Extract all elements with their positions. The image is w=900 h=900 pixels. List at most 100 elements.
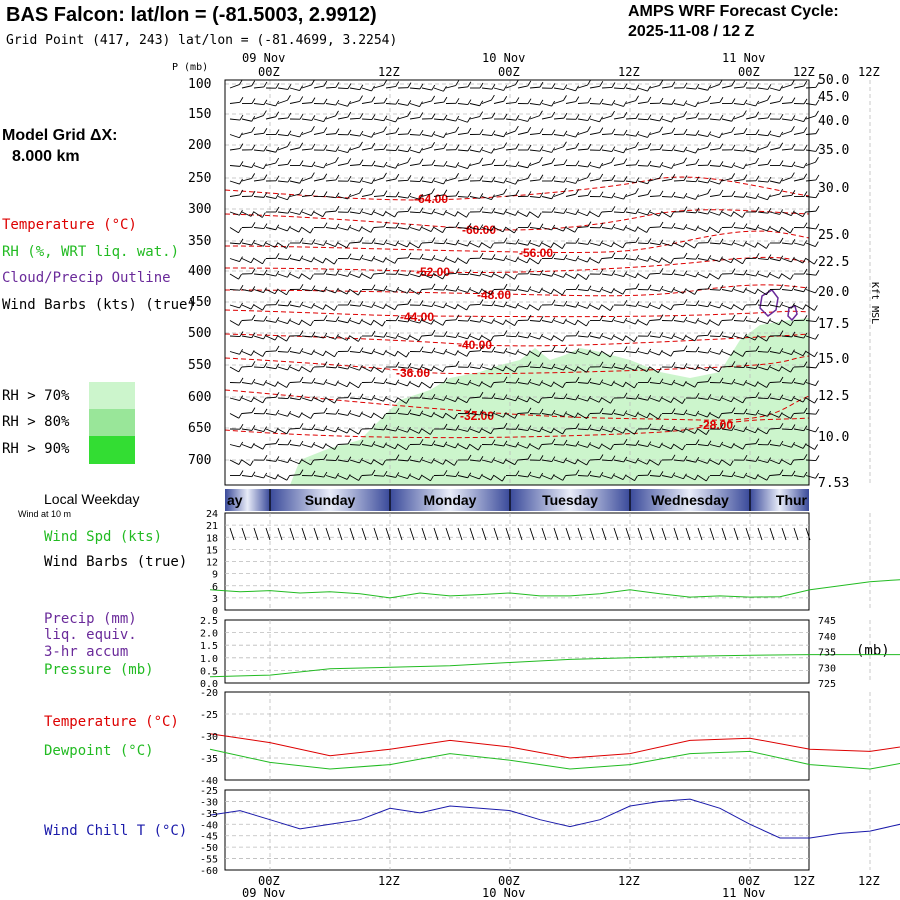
wind-barb-flag (694, 474, 699, 481)
surface-wind-barb (565, 527, 571, 541)
wind-barb-flag (634, 272, 639, 278)
wind-barb-flag (419, 439, 424, 445)
wind-barb-flag (479, 100, 484, 106)
wind-barb-flag (275, 345, 280, 352)
wind-barb-flag (683, 206, 688, 212)
wind-barb-flag (815, 316, 820, 322)
wind-barb-flag (443, 348, 448, 355)
wind-barb (289, 273, 300, 279)
wind-barb (349, 100, 360, 104)
wind-barb-flag (539, 408, 544, 415)
wind-barb-flag (731, 314, 736, 321)
wind-barb (505, 242, 516, 245)
wind-barb (697, 397, 708, 400)
wind-barb (505, 258, 516, 263)
wind-barb-flag (659, 144, 664, 150)
wind-barb (361, 273, 372, 280)
wind-barb-flag (611, 157, 615, 163)
surface-wind-barb (721, 527, 727, 541)
wind-barb-flag (275, 175, 280, 182)
wind-barb-flag (251, 314, 256, 321)
wind-barb (433, 134, 444, 139)
wind-barb-flag (551, 129, 556, 135)
wind-barb (709, 258, 720, 263)
wind-barb (553, 164, 564, 166)
wind-barb-flag (563, 112, 568, 119)
wind-barb (721, 444, 732, 449)
wind-barb-flag (623, 83, 628, 89)
wind-barb (241, 289, 252, 292)
wind-barb-flag (515, 79, 519, 85)
wind-barb (361, 193, 372, 197)
wind-barb-flag (539, 241, 543, 247)
wind-barb-flag (695, 271, 699, 278)
wind-barb-flag (419, 225, 423, 231)
wind-barb-flag (647, 96, 652, 103)
wind-barb (385, 149, 397, 151)
wind-barb (601, 257, 613, 259)
wind-barb (733, 382, 744, 386)
wind-barb-flag (575, 348, 580, 354)
wind-barb-flag (527, 116, 532, 122)
wind-barb (301, 194, 312, 197)
surface-wind-barb (733, 527, 739, 541)
wind-barb (601, 179, 613, 182)
wind-barb-flag (743, 362, 748, 368)
wind-barb (745, 350, 757, 352)
wind-barb (745, 116, 756, 120)
wind-barb-flag (731, 116, 736, 122)
wind-barb (745, 289, 756, 295)
wind-barb (373, 165, 384, 168)
surface-wind-barb (661, 527, 667, 541)
pressure-tick-label: 500 (188, 326, 211, 341)
wind-barb-flag (587, 221, 592, 227)
wind-barb (565, 459, 576, 465)
wind-barb (349, 117, 361, 120)
wind-barb-flag (419, 300, 424, 306)
cycle-value: 2025-11-08 / 12 Z (628, 23, 755, 40)
wind-barb-flag (599, 379, 604, 385)
wind-barb (505, 148, 516, 151)
wind-barb-flag (323, 471, 328, 478)
wind-barb-flag (718, 227, 722, 234)
wind-barb-flag (575, 160, 580, 166)
wind-barb (469, 273, 480, 277)
wind-barb-flag (742, 443, 747, 450)
wind-barb (733, 444, 744, 450)
wind-barb (349, 428, 359, 435)
wind-barb (493, 227, 504, 233)
wind-barb-flag (322, 350, 327, 356)
wind-barb (637, 194, 648, 197)
wind-barb (793, 412, 805, 414)
wind-barb-flag (623, 346, 628, 352)
wind-barb-flag (370, 227, 375, 233)
wind-barb-flag (526, 350, 531, 356)
wind-barb-flag (671, 361, 676, 368)
wind-barb-flag (359, 130, 364, 137)
wind-barb (253, 382, 264, 386)
wind-barb (445, 289, 456, 292)
wind-barb-flag (766, 382, 771, 388)
wind-barb-flag (263, 362, 268, 368)
wind-barb-flag (575, 469, 580, 476)
wind-barb-flag (503, 394, 508, 400)
wind-barb (661, 351, 672, 357)
wind-barb (313, 165, 324, 169)
wind-barb (349, 413, 360, 418)
surface-wind-barb (673, 527, 679, 541)
wind-barb (229, 397, 240, 402)
wind-barb (757, 459, 768, 464)
wind-barb-flag (359, 159, 364, 165)
wind-barb-flag (695, 364, 700, 370)
wind-barb (277, 87, 288, 90)
wind-barb-flag (754, 288, 759, 294)
wind-barb (445, 258, 456, 263)
wind-barb-flag (778, 273, 783, 279)
wind-barb (613, 149, 624, 154)
wind-barb (733, 273, 745, 276)
kft-tick-label: 10.0 (818, 430, 849, 445)
wind-barb-flag (731, 332, 736, 338)
wind-barb-flag (550, 427, 555, 434)
wind-speed-tick: 15 (206, 545, 218, 556)
wind-barb-flag (286, 243, 290, 249)
